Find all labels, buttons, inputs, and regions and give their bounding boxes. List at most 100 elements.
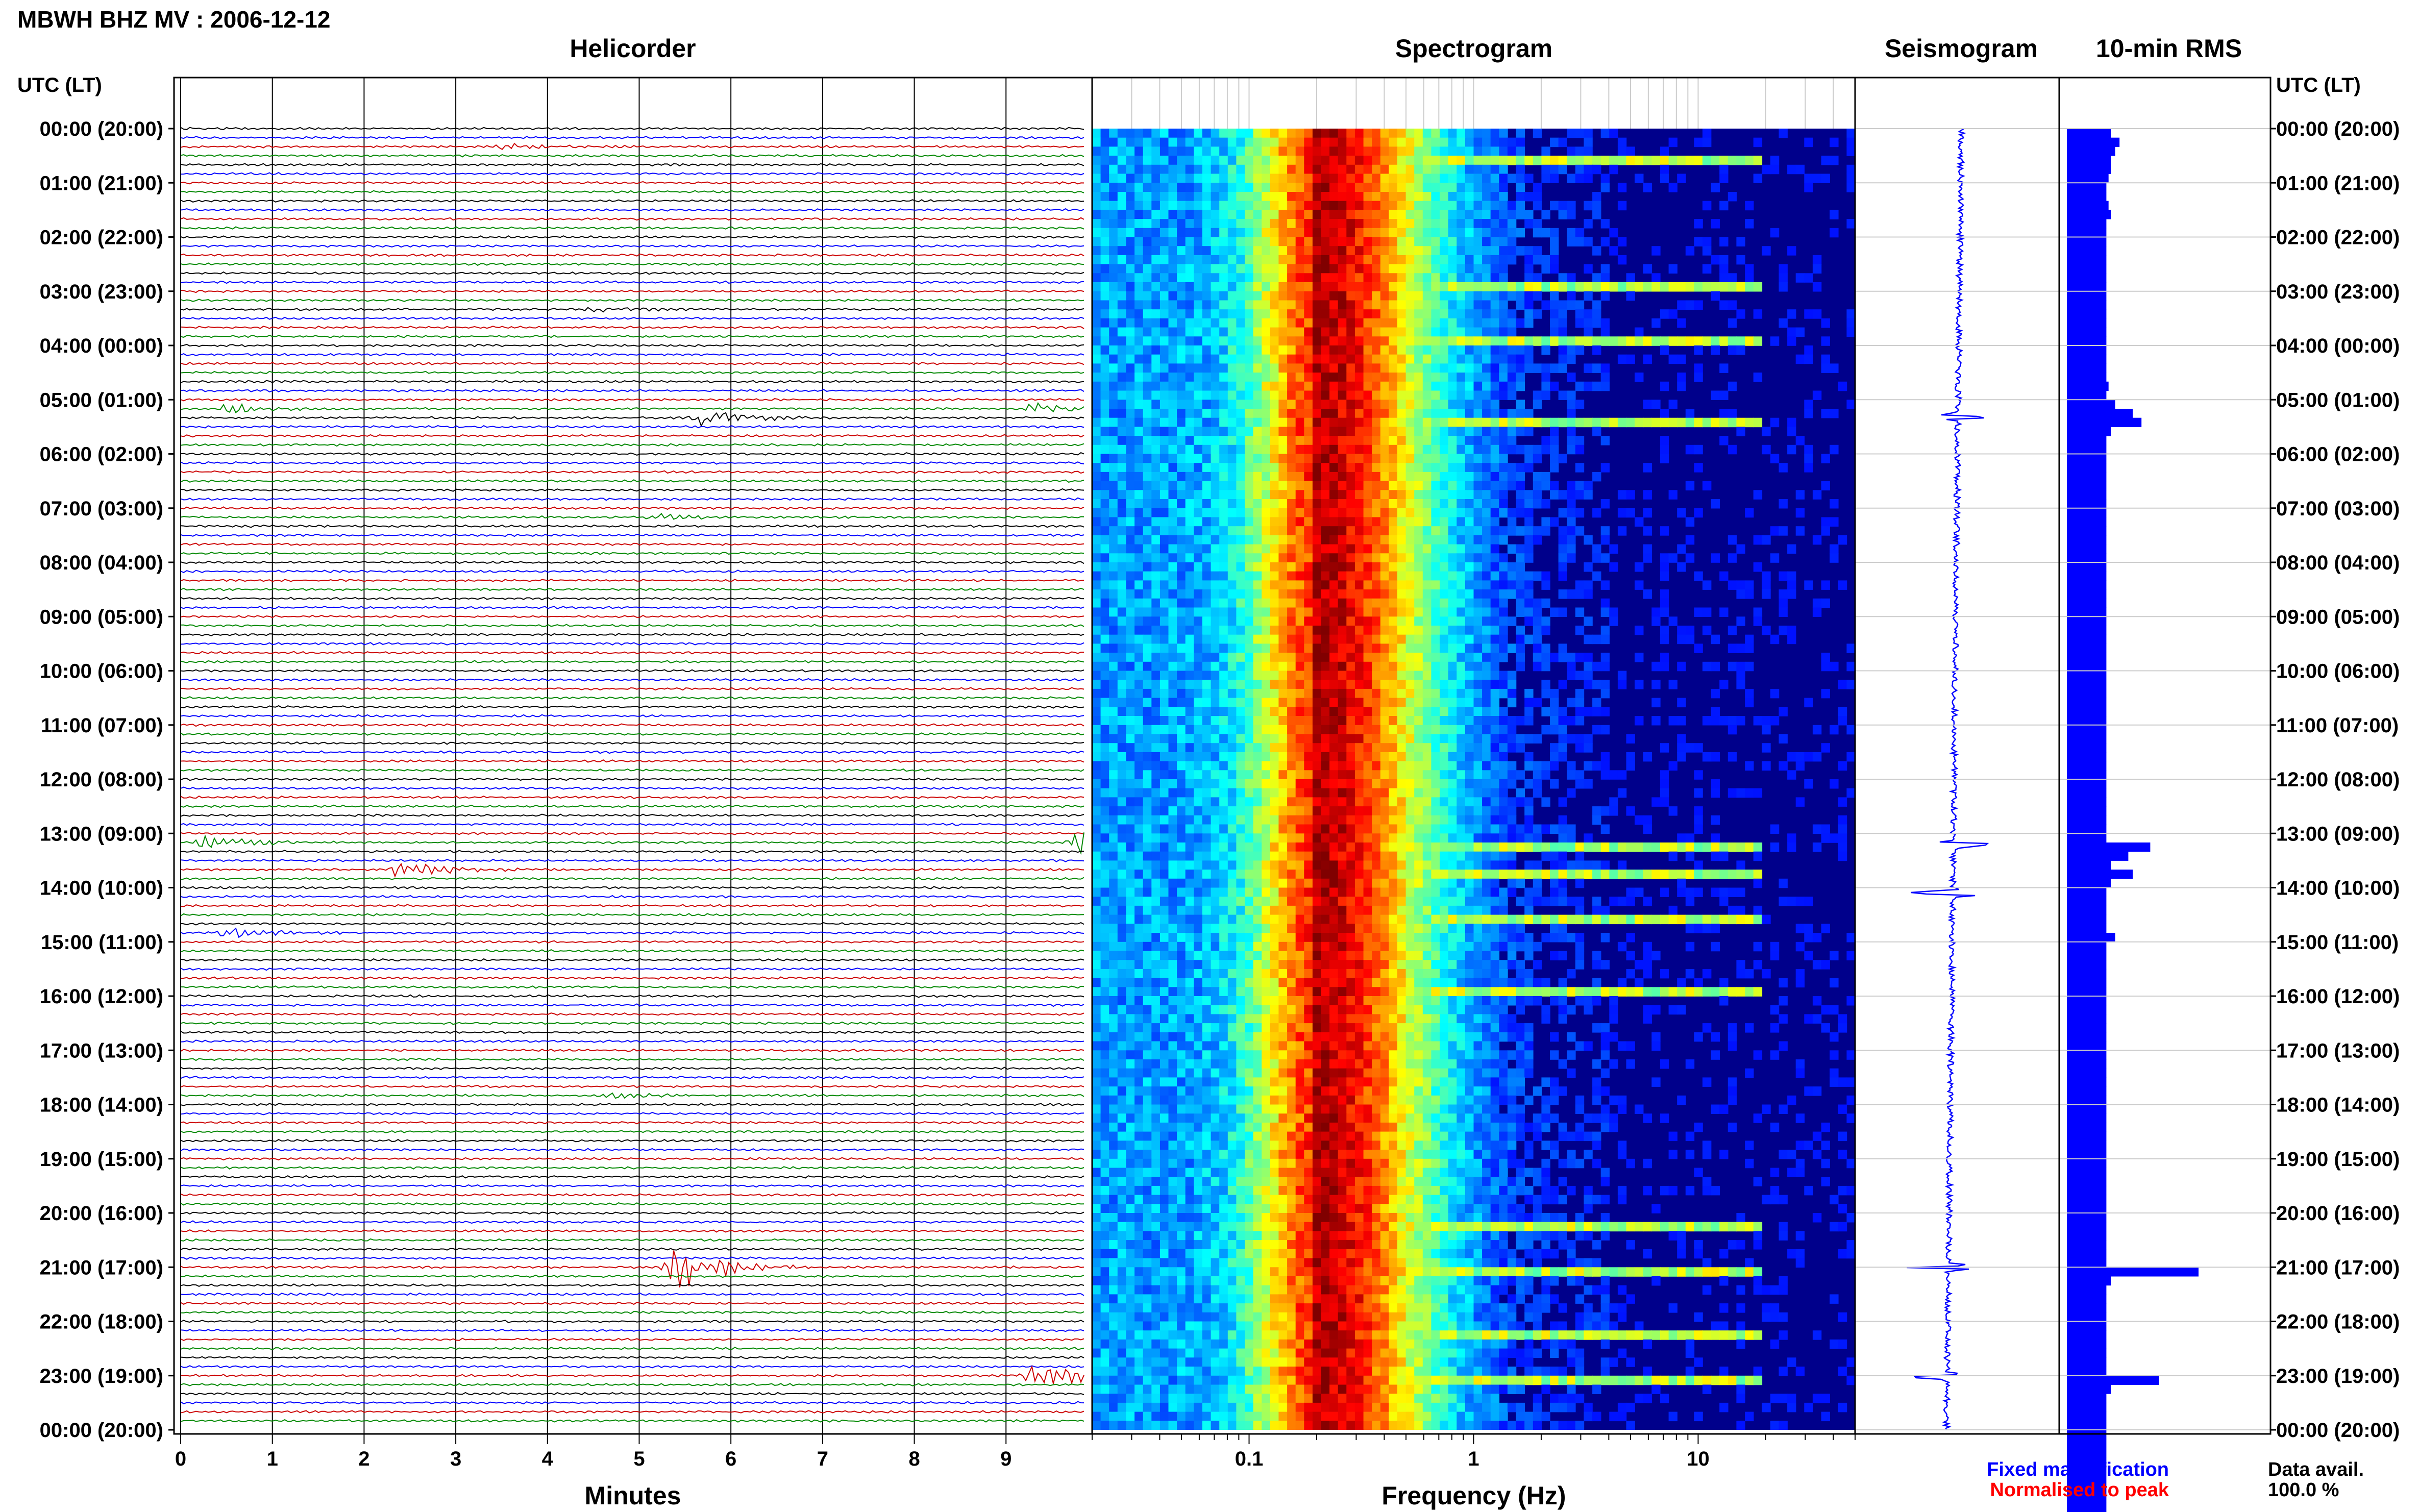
spectrogram-cell — [1414, 562, 1423, 572]
spectrogram-cell — [1329, 734, 1339, 743]
spectrogram-cell — [1372, 589, 1381, 599]
spectrogram-cell — [1338, 499, 1347, 509]
spectrogram-cell — [1159, 815, 1169, 825]
spectrogram-row — [1092, 336, 1830, 346]
spectrogram-cell — [1236, 354, 1245, 364]
spectrogram-row — [1092, 327, 1855, 337]
spectrogram-cell — [1117, 553, 1127, 563]
spectrogram-cell — [1499, 634, 1508, 645]
spectrogram-cell — [1092, 363, 1101, 373]
spectrogram-cell — [1372, 752, 1381, 762]
spectrogram-cell — [1507, 544, 1517, 554]
spectrogram-cell — [1550, 381, 1559, 391]
spectrogram-cell — [1185, 345, 1195, 355]
spectrogram-cell — [1151, 210, 1161, 219]
spectrogram-cell — [1092, 300, 1101, 310]
spectrogram-cell — [1550, 318, 1559, 328]
spectrogram-cell — [1677, 318, 1686, 328]
spectrogram-cell — [1177, 499, 1186, 509]
spectrogram-cell — [1287, 634, 1296, 645]
spectrogram-cell — [1397, 580, 1406, 590]
spectrogram-cell — [1211, 698, 1220, 708]
spectrogram-cell — [1762, 246, 1771, 256]
spectrogram-cell — [1338, 129, 1347, 138]
spectrogram-cell — [1414, 680, 1423, 689]
spectrogram-cell — [1372, 680, 1381, 689]
spectrogram-cell — [1168, 770, 1177, 780]
spectrogram-cell — [1838, 535, 1847, 545]
spectrogram-cell — [1134, 743, 1144, 753]
spectrogram-cell — [1159, 291, 1169, 301]
spectrogram-cell — [1245, 192, 1254, 202]
spectrogram-cell — [1609, 246, 1618, 256]
spectrogram-cell — [1278, 219, 1288, 229]
spectrogram-cell — [1524, 354, 1534, 364]
spectrogram-cell — [1100, 680, 1109, 689]
spectrogram-cell — [1109, 643, 1118, 653]
spectrogram-cell — [1219, 616, 1228, 626]
spectrogram-cell — [1168, 725, 1177, 735]
spectrogram-cell — [1126, 228, 1135, 238]
spectrogram-cell — [1354, 246, 1364, 256]
spectrogram-cell — [1253, 173, 1262, 183]
spectrogram-cell — [1236, 526, 1245, 536]
spectrogram-cell — [1245, 463, 1254, 473]
spectrogram-cell — [1575, 173, 1585, 183]
spectrogram-cell — [1380, 309, 1390, 319]
spectrogram-cell — [1109, 671, 1118, 680]
spectrogram-cell — [1295, 598, 1305, 608]
spectrogram-cell — [1440, 788, 1449, 798]
spectrogram-cell — [1490, 255, 1500, 265]
spectrogram-cell — [1304, 201, 1313, 211]
spectrogram-cell — [1329, 327, 1339, 337]
spectrogram-cell — [1092, 354, 1101, 364]
spectrogram-cell — [1168, 571, 1177, 581]
spectrogram-cell — [1575, 400, 1585, 409]
spectrogram-cell — [1338, 210, 1347, 219]
spectrogram-cell — [1236, 183, 1245, 192]
spectrogram-cell — [1567, 499, 1576, 509]
spectrogram-cell — [1354, 698, 1364, 708]
spectrogram-cell — [1397, 354, 1406, 364]
spectrogram-cell — [1660, 444, 1669, 455]
spectrogram-cell — [1253, 661, 1262, 672]
spectrogram-cell — [1159, 671, 1169, 680]
spectrogram-cell — [1211, 454, 1220, 463]
spectrogram-cell — [1126, 806, 1135, 816]
spectrogram-cell — [1677, 698, 1686, 708]
spectrogram-cell — [1448, 716, 1458, 726]
spectrogram-cell — [1270, 201, 1279, 211]
spectrogram-cell — [1312, 327, 1322, 337]
spectrogram-cell — [1431, 472, 1440, 482]
spectrogram-cell — [1346, 761, 1355, 771]
spectrogram-cell — [1609, 164, 1618, 175]
spectrogram-cell — [1363, 616, 1372, 626]
helicorder-trace-row — [180, 858, 1084, 862]
spectrogram-cell — [1177, 210, 1186, 219]
spectrogram-cell — [1414, 219, 1423, 229]
spectrogram-cell — [1380, 481, 1390, 491]
spectrogram-cell — [1414, 129, 1423, 138]
spectrogram-cell — [1465, 291, 1474, 301]
spectrogram-cell — [1092, 544, 1101, 554]
spectrogram-cell — [1117, 273, 1127, 283]
spectrogram-cell — [1405, 743, 1415, 753]
spectrogram-cell — [1465, 734, 1474, 743]
spectrogram-cell — [1227, 390, 1237, 400]
spectrogram-cell — [1278, 797, 1288, 807]
spectrogram-cell — [1719, 255, 1729, 265]
helicorder-trace-row — [180, 506, 1084, 510]
spectrogram-cell — [1109, 553, 1118, 563]
spectrogram-cell — [1592, 544, 1601, 554]
spectrogram-cell — [1431, 137, 1440, 147]
spectrogram-cell — [1126, 237, 1135, 246]
spectrogram-cell — [1524, 246, 1534, 256]
spectrogram-cell — [1194, 499, 1203, 509]
spectrogram-cell — [1838, 707, 1847, 716]
spectrogram-cell — [1389, 436, 1398, 445]
spectrogram-cell — [1609, 797, 1618, 807]
spectrogram-cell — [1702, 137, 1712, 147]
spectrogram-cell — [1499, 499, 1508, 509]
spectrogram-cell — [1185, 454, 1195, 463]
spectrogram-cell — [1465, 716, 1474, 726]
